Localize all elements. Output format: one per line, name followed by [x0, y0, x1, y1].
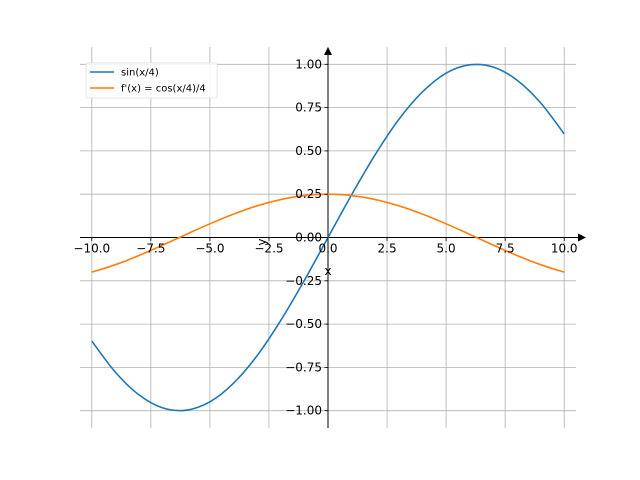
x-tick-label: 7.5	[496, 242, 515, 256]
y-tick-label: −0.25	[285, 274, 322, 288]
x-tick-label: 2.5	[378, 242, 397, 256]
y-axis-label: y	[255, 238, 269, 245]
y-tick-label: 0.00	[295, 231, 322, 245]
axes	[80, 47, 586, 428]
y-tick-label: −1.00	[285, 404, 322, 418]
x-tick-label: 0.0	[318, 242, 337, 256]
legend: sin(x/4) f'(x) = cos(x/4)/4	[85, 62, 218, 99]
x-tick-label: −2.5	[254, 242, 283, 256]
legend-label-0: sin(x/4)	[121, 68, 159, 79]
legend-box	[85, 62, 218, 99]
x-tick-label: −10.0	[73, 242, 110, 256]
y-tick-label: −0.50	[285, 317, 322, 331]
x-tick-label: 10.0	[551, 242, 578, 256]
x-axis-arrowhead	[578, 233, 586, 242]
x-axis-label: x	[324, 264, 331, 278]
y-axis-arrowhead	[324, 47, 332, 55]
y-tick-label: 1.00	[295, 57, 322, 71]
y-tick-label: −0.75	[285, 360, 322, 374]
y-tick-label: 0.75	[295, 101, 322, 115]
y-tick-label: 0.25	[295, 187, 322, 201]
tick-labels: −10.0 −7.5 −5.0 −2.5 0.0 2.5 5.0 7.5 10.0 −1.00 −0…	[73, 57, 577, 417]
x-tick-label: −5.0	[195, 242, 224, 256]
legend-label-1: f'(x) = cos(x/4)/4	[121, 84, 206, 95]
y-tick-label: 0.50	[295, 144, 322, 158]
x-tick-label: −7.5	[136, 242, 165, 256]
x-tick-label: 5.0	[437, 242, 456, 256]
